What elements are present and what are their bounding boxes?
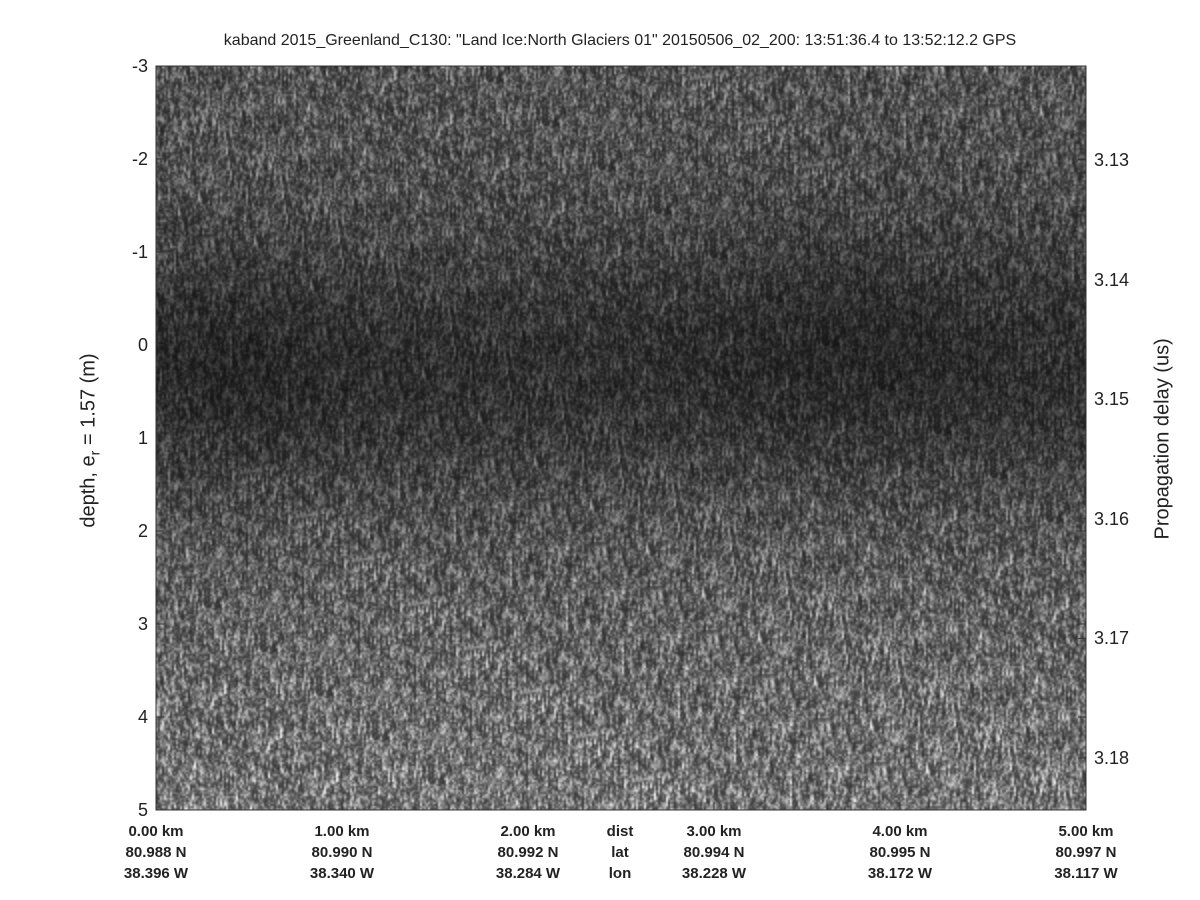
x-tick-dist: 4.00 km xyxy=(872,823,928,840)
x-tick-dist: 0.00 km xyxy=(128,823,184,840)
x-tick-dist: 2.00 km xyxy=(500,823,556,840)
y-tick-label-left: 1 xyxy=(137,428,148,448)
y-axis-label-left: depth, er = 1.57 (m) xyxy=(78,341,103,541)
x-tick-lon: 38.396 W xyxy=(123,865,189,882)
x-tick-lat: 80.992 N xyxy=(497,844,559,861)
echogram-image xyxy=(156,66,1086,810)
x-tick-lon: 38.340 W xyxy=(309,865,375,882)
y-tick-label-right: 3.13 xyxy=(1094,150,1130,170)
y-tick-label-right: 3.18 xyxy=(1094,748,1130,768)
x-tick-lat: 80.997 N xyxy=(1055,844,1117,861)
x-tick-lon: 38.284 W xyxy=(495,865,561,882)
row-label-lat: lat xyxy=(611,844,629,861)
row-label-dist: dist xyxy=(606,823,634,840)
ylabel-sub: r xyxy=(86,450,103,456)
x-tick-lat: 80.988 N xyxy=(125,844,187,861)
ylabel-main: depth, e xyxy=(77,455,100,528)
y-tick-label-left: -2 xyxy=(131,149,148,169)
x-tick-lon: 38.228 W xyxy=(681,865,747,882)
x-tick-lat: 80.994 N xyxy=(683,844,745,861)
row-label-lon: lon xyxy=(608,865,632,882)
y-tick-label-left: -1 xyxy=(131,242,148,262)
y-tick-label-right: 3.16 xyxy=(1094,508,1130,529)
x-tick-lat: 80.990 N xyxy=(311,844,373,861)
x-tick-lon: 38.172 W xyxy=(867,865,933,882)
y-tick-label-right: 3.14 xyxy=(1094,269,1130,290)
chart-title: kaband 2015_Greenland_C130: "Land Ice:No… xyxy=(223,32,1017,49)
x-tick-dist: 1.00 km xyxy=(314,823,370,840)
x-tick-dist: 5.00 km xyxy=(1058,823,1114,840)
x-tick-lon: 38.117 W xyxy=(1054,865,1118,882)
y-tick-label-right: 3.17 xyxy=(1094,628,1130,649)
x-tick-lat: 80.995 N xyxy=(869,844,931,861)
y-tick-label-left: 3 xyxy=(137,614,148,634)
y-tick-label-right: 3.15 xyxy=(1094,389,1130,410)
y-tick-label-left: 4 xyxy=(137,707,148,727)
y-tick-label-left: 2 xyxy=(137,521,148,541)
y-axis-label-right: Propagation delay (us) xyxy=(1151,338,1174,540)
y-tick-label-left: 0 xyxy=(137,335,148,355)
ylabel-rest: = 1.57 (m) xyxy=(77,353,100,451)
plot-border xyxy=(155,65,1087,811)
y-tick-label-left: -3 xyxy=(131,56,148,76)
x-tick-dist: 3.00 km xyxy=(686,823,742,840)
y-tick-label-left: 5 xyxy=(137,800,148,820)
